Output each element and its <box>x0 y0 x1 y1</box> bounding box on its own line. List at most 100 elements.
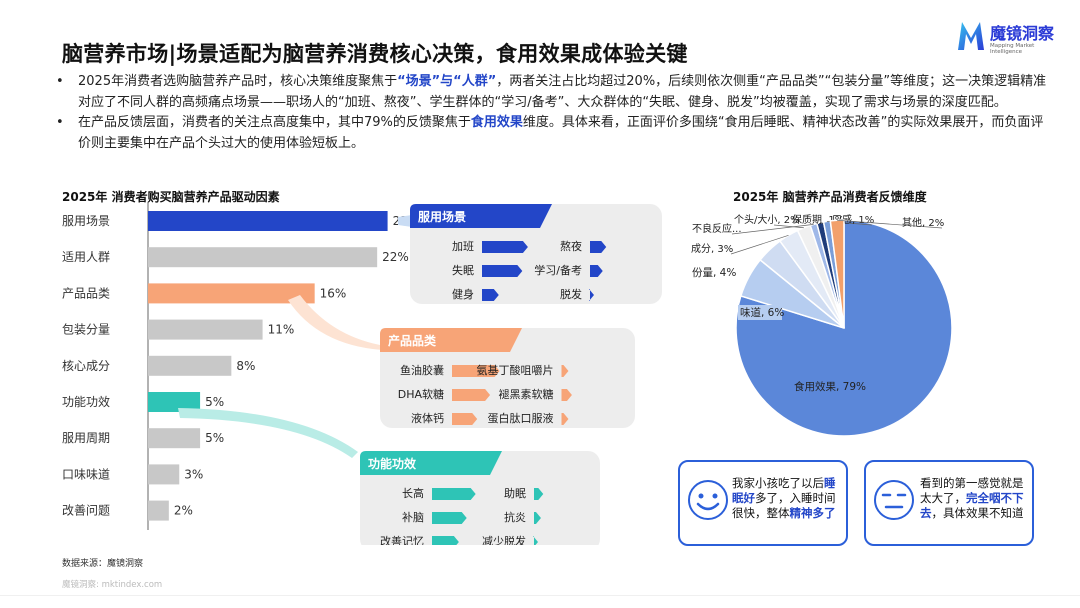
logo-name: 魔镜洞察 <box>990 24 1055 43</box>
bar-value-label: 11% <box>268 323 295 337</box>
text-run: ，两者关注占比均超过20%，后续则依次侧重“产品品类”“包装分量”等维度；这一决… <box>78 74 1047 110</box>
panel-item-arrow <box>534 488 544 500</box>
panel-title-tab <box>410 204 552 228</box>
pie-slice-label: 成分, 3% <box>691 243 733 255</box>
panel-item-label: 补脑 <box>402 511 424 524</box>
panel-title: 产品品类 <box>388 333 437 348</box>
highlight-text: 食用效果 <box>470 115 523 130</box>
pie-slice-label: 其他, 2% <box>902 216 944 229</box>
panel-item-label: 抗炎 <box>504 510 526 524</box>
text-run: ，具体效果不知道 <box>931 506 1024 520</box>
panel-item-label: 长高 <box>402 486 424 500</box>
bar-mark <box>148 319 263 340</box>
bar-category-label: 改善问题 <box>62 503 110 518</box>
positive-review-text: 我家小孩吃了以后睡眠好多了，入睡时间很快，整体精神多了 <box>732 476 846 521</box>
bar-value-label: 3% <box>184 467 203 481</box>
bar-category-label: 适用人群 <box>62 250 110 264</box>
panel-title: 功能功效 <box>368 456 417 471</box>
bullet-paragraph: • 2025年消费者选购脑营养产品时，核心决策维度聚焦于“场景”与“人群”，两者关… <box>56 72 1056 113</box>
footer-watermark: 魔镜洞察: mktindex.com <box>62 580 163 590</box>
pie-slice <box>735 219 953 437</box>
highlight-text: 精神多了 <box>789 506 836 520</box>
bar-mark <box>148 500 169 521</box>
panel-item-label: 蛋白肽口服液 <box>488 411 554 425</box>
page-title: 脑营养市场|场景适配为脑营养消费核心决策，食用效果成体验关键 <box>62 42 688 66</box>
panel-item-arrow <box>432 488 476 500</box>
logo-mark-icon <box>958 22 984 50</box>
panel-item-label: 减少脱发 <box>482 534 526 545</box>
panel-item-arrow <box>534 512 541 524</box>
panel-item-arrow <box>482 265 523 277</box>
text-run: 2025年消费者选购脑营养产品时，核心决策维度聚焦于 <box>78 74 398 89</box>
panel-item-label: 氨基丁酸咀嚼片 <box>477 363 554 377</box>
pie-chart-title: 2025年 脑营养产品消费者反馈维度 <box>733 190 927 204</box>
panel-item-label: 褪黑素软糖 <box>499 387 554 401</box>
bar-mark <box>148 247 378 268</box>
panel-background <box>410 204 662 304</box>
connector-arrow-scene <box>398 215 412 227</box>
positive-review-card: 我家小孩吃了以后睡眠好多了，入睡时间很快，整体精神多了 <box>678 460 848 546</box>
panel-item-label: 脱发 <box>560 287 582 301</box>
text-run: 多了，入睡时间很快，整体 <box>732 491 836 520</box>
bar-chart-title: 2025年 消费者购买脑营养产品驱动因素 <box>62 190 280 204</box>
bar-mark <box>148 211 388 231</box>
pie-slice-label: 个头/大小, 2% <box>734 213 800 226</box>
panel-item-arrow <box>452 413 478 425</box>
summary-bullets: • 2025年消费者选购脑营养产品时，核心决策维度聚焦于“场景”与“人群”，两者关… <box>56 72 1056 154</box>
panel-item-arrow <box>452 365 500 377</box>
brand-logo: 魔镜洞察 Mapping Market Intelligence <box>956 18 1066 58</box>
text-run: 维度。具体来看，正面评价多围绕“食用后睡眠、精神状态改善”的实际效果展开，而负面… <box>78 115 1044 151</box>
panel-item-arrow <box>432 512 467 524</box>
panel-item-label: 健身 <box>452 287 474 301</box>
bar-category-label: 产品品类 <box>62 286 110 300</box>
bar-category-label: 包装分量 <box>62 323 110 337</box>
bar-mark <box>148 392 201 412</box>
bar-value-label: 2% <box>174 504 193 518</box>
bar-value-label: 16% <box>320 286 347 300</box>
pie-slice-label: 味道, 6% <box>740 306 784 319</box>
panel-item-arrow <box>561 413 569 425</box>
highlight-text: 完全咽不下去 <box>920 491 1024 520</box>
text-run: 在产品反馈层面，消费者的关注点高度集中，其中79%的反馈聚焦于 <box>78 115 471 130</box>
connector-arrow-category <box>288 295 382 350</box>
panel-title: 服用场景 <box>418 209 466 224</box>
bar-category-label: 功能功效 <box>62 394 110 409</box>
panel-item-label: 熬夜 <box>560 239 582 253</box>
highlight-text: “场景”与“人群” <box>397 74 497 89</box>
data-source: 数据来源：魔镜洞察 <box>62 559 144 569</box>
panel-item-arrow <box>590 241 607 253</box>
bar-category-label: 口味味道 <box>62 467 110 481</box>
text-run: 我家小孩吃了以后 <box>732 476 824 490</box>
pie-leader-line <box>731 224 814 235</box>
smile-face-icon <box>688 480 728 520</box>
bar-category-label: 核心成分 <box>62 359 110 373</box>
footer-divider <box>0 595 1080 596</box>
highlight-text: 睡眠好 <box>732 476 836 505</box>
panel-background <box>380 328 635 428</box>
text-run: 看到的第一感觉就是太大了， <box>920 476 1024 505</box>
pie-leader-line <box>730 235 789 255</box>
pie-slice <box>829 219 845 329</box>
panel-item-label: 液体钙 <box>411 411 444 425</box>
panel-item-label: 鱼油胶囊 <box>400 363 444 377</box>
bar-mark <box>148 283 315 304</box>
panel-item-arrow <box>561 389 572 401</box>
panel-item-arrow <box>561 365 569 377</box>
bullet-dot-icon: • <box>56 115 64 130</box>
pie-leader-line <box>773 224 804 229</box>
panel-title-tab <box>360 451 502 475</box>
panel-item-label: 改善记忆 <box>380 534 424 545</box>
bar-category-label: 服用周期 <box>62 431 110 445</box>
driver-bar-chart: 服用场景23%适用人群22%产品品类16%包装分量11%核心成分8%功能功效5%… <box>62 202 662 545</box>
negative-review-text: 看到的第一感觉就是太大了，完全咽不下去，具体效果不知道 <box>920 476 1032 521</box>
logo-tagline: Mapping Market Intelligence <box>990 43 1035 55</box>
panel-item-arrow <box>590 265 603 277</box>
panel-item-arrow <box>589 289 594 301</box>
pie-label-bg <box>738 305 782 320</box>
bar-category-label: 服用场景 <box>62 214 110 228</box>
pie-slice-label: 不良反应... <box>692 222 742 235</box>
pie-slice-label: 食用效果, 79% <box>794 380 866 393</box>
